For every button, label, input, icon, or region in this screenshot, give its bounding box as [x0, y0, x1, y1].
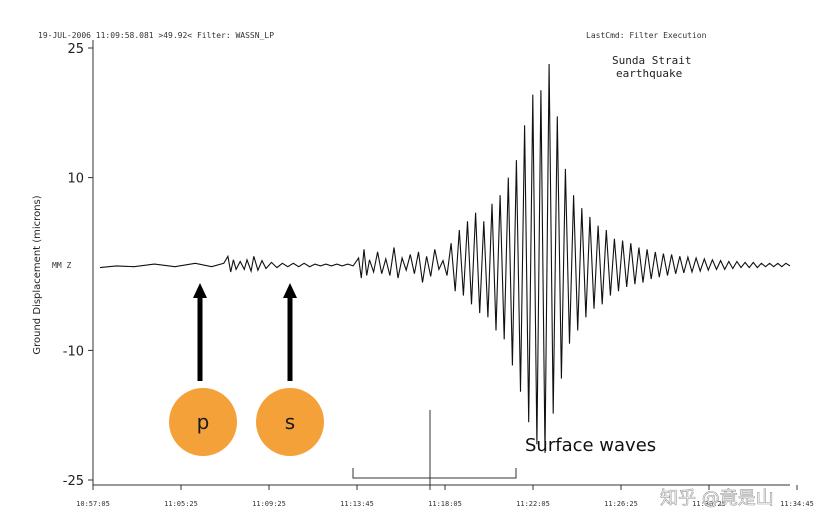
s-wave-marker — [256, 388, 324, 456]
y-tick-label: -10 — [63, 344, 84, 359]
y-tick-label: 25 — [67, 42, 84, 57]
seismogram-trace — [99, 63, 791, 453]
last-command: LastCmd: Filter Execution — [586, 31, 707, 40]
p-wave-marker — [169, 388, 237, 456]
x-tick-label: 11:22:05 — [516, 500, 550, 508]
x-ticks: 10:57:05 11:05:25 11:09:25 11:13:45 11:18:05… — [76, 485, 814, 508]
x-tick-label: 11:26:25 — [604, 500, 638, 508]
p-wave-arrow — [193, 283, 207, 381]
p-wave-label: p — [197, 410, 210, 434]
x-tick-label: 11:05:25 — [164, 500, 198, 508]
x-tick-label: 11:18:05 — [428, 500, 462, 508]
x-tick-label: 11:09:25 — [252, 500, 286, 508]
s-wave-arrow — [283, 283, 297, 381]
y-ticks: 25 10 -10 -25 — [63, 42, 93, 489]
x-tick-label: 10:57:05 — [76, 500, 110, 508]
surface-waves-label: Surface waves — [525, 435, 656, 456]
y-axis-label: Ground Displacement (microns) — [32, 195, 43, 354]
x-tick-label: 11:30:25 — [692, 500, 726, 508]
s-wave-label: s — [285, 410, 295, 434]
chart-title-line-1: Sunda Strait — [612, 54, 691, 67]
chart-title-line-2: earthquake — [616, 67, 682, 80]
surface-waves-bracket — [352, 468, 517, 479]
y-tick-label: -25 — [63, 474, 84, 489]
watermark: 知乎 @竟是山 — [660, 488, 774, 509]
x-tick-label: 11:34:45 — [780, 500, 814, 508]
x-tick-label: 11:13:45 — [340, 500, 374, 508]
header-info: 19-JUL-2006 11:09:58.081 >49.92< Filter:… — [38, 31, 274, 40]
zero-marker-label: MM Z — [52, 261, 71, 270]
y-tick-label: 10 — [67, 172, 84, 187]
